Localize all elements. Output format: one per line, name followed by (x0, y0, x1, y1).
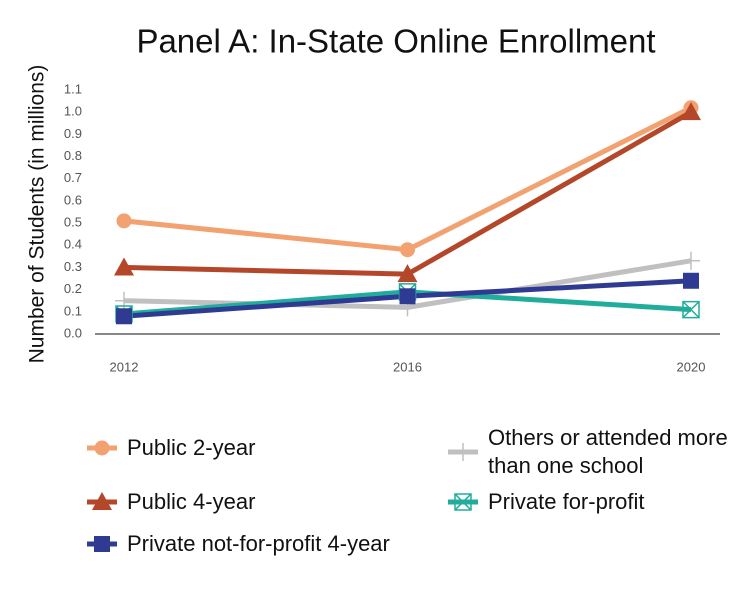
legend-swatch (87, 440, 117, 456)
legend-label: Public 2-year (127, 435, 256, 460)
y-tick-label: 1.0 (64, 104, 82, 119)
y-tick-label: 0.7 (64, 170, 82, 185)
legend-item: Private not-for-profit 4-year (85, 530, 390, 558)
legend-swatch (448, 443, 478, 461)
legend-swatch (448, 493, 478, 511)
y-tick-label: 0.3 (64, 259, 82, 274)
y-tick-label: 0.5 (64, 215, 82, 230)
legend-item: Private for-profit (446, 488, 645, 516)
data-point (682, 300, 700, 319)
data-point (116, 308, 132, 325)
legend-marker (454, 493, 472, 511)
y-tick-label: 0.1 (64, 303, 82, 318)
y-tick-label: 0.6 (64, 192, 82, 207)
y-tick-label: 0.2 (64, 281, 82, 296)
x-tick-label: 2016 (393, 359, 422, 374)
data-point (114, 257, 134, 276)
data-point (116, 213, 132, 229)
legend-item: Others or attended more than one school (446, 424, 746, 480)
legend-marker (94, 440, 110, 456)
chart: Panel A: In-State Online Enrollment Numb… (26, 23, 720, 374)
legend-marker (454, 443, 472, 461)
legend-marker (94, 536, 110, 552)
data-point (681, 102, 701, 121)
legend-label: Public 4-year (127, 489, 256, 514)
data-point (400, 242, 415, 258)
data-point (397, 264, 418, 283)
legend-label: Others or attended more than one school (488, 425, 728, 478)
legend-label: Private not-for-profit 4-year (127, 531, 390, 556)
y-tick-label: 0.8 (64, 148, 82, 163)
legend-label: Private for-profit (488, 489, 645, 514)
y-tick-label: 0.0 (64, 325, 82, 340)
data-point (683, 272, 699, 289)
x-tick-label: 2012 (110, 359, 139, 374)
legend-swatch (87, 536, 117, 552)
data-point (682, 251, 700, 270)
chart-title: Panel A: In-State Online Enrollment (136, 23, 655, 60)
legend-item: Public 2-year (85, 434, 255, 462)
y-axis-label: Number of Students (in millions) (26, 65, 49, 364)
y-tick-label: 0.9 (64, 126, 82, 141)
legend-item: Public 4-year (85, 488, 255, 516)
legend-marker (92, 492, 112, 510)
data-point (399, 288, 416, 305)
y-tick-label: 0.4 (64, 237, 82, 252)
legend-swatch (87, 492, 117, 510)
x-tick-label: 2020 (677, 359, 706, 374)
series-line (123, 105, 693, 253)
y-tick-label: 1.1 (64, 81, 82, 96)
